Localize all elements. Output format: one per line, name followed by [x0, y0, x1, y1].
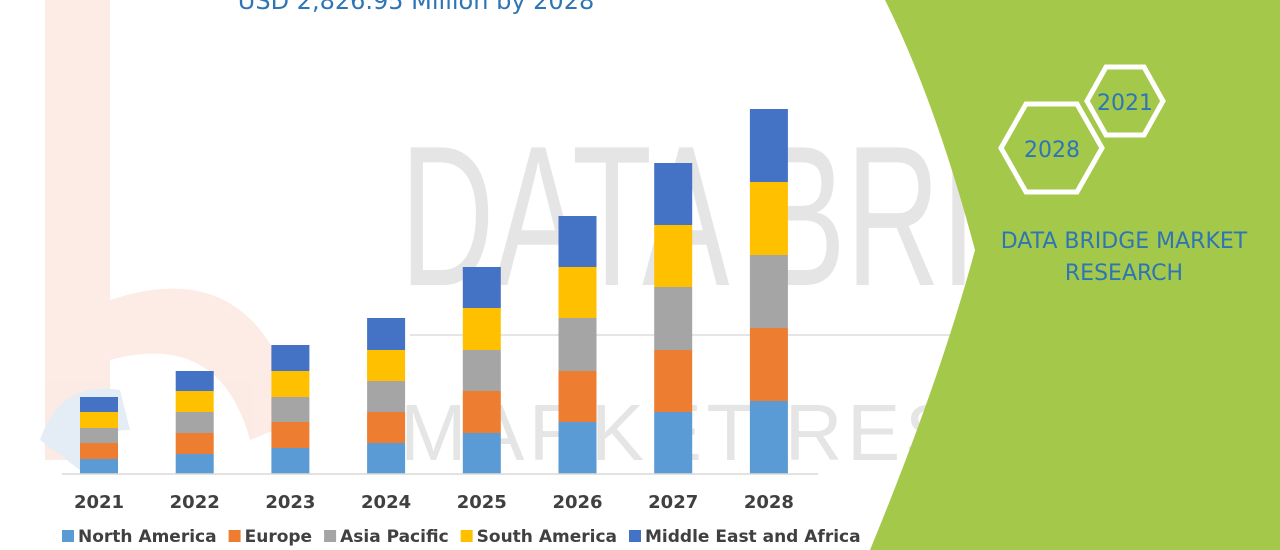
legend-swatch-1 — [228, 530, 241, 542]
legend-swatch-4 — [629, 530, 641, 542]
bar-segment-2022-2 — [175, 412, 214, 433]
company-name-line1: DATA BRIDGE MARKET — [1001, 229, 1248, 254]
bar-segment-2022-0 — [175, 454, 214, 474]
bar-segment-2025-0 — [462, 433, 501, 474]
legend: North America Europe Asia Pacific South Ame… — [62, 527, 861, 547]
stacked-bar-chart — [80, 109, 788, 474]
chart-subtitle: USD 2,826.95 Million by 2028 — [238, 0, 594, 15]
x-tick-label: 2026 — [552, 492, 602, 513]
legend-label-0: North America — [78, 527, 217, 547]
x-tick-label: 2025 — [457, 492, 507, 513]
legend-label-4: Middle East and Africa — [645, 527, 861, 547]
bar-segment-2027-2 — [654, 287, 693, 350]
bar-segment-2026-4 — [558, 216, 597, 267]
bar-segment-2024-4 — [367, 318, 406, 350]
bar-segment-2025-1 — [462, 391, 501, 433]
hexagon-2021-icon: 2021 — [1084, 64, 1166, 138]
bar-segment-2024-2 — [367, 381, 406, 412]
bar-segment-2026-3 — [558, 267, 597, 318]
bar-segment-2023-0 — [271, 448, 310, 474]
bar-segment-2028-4 — [749, 109, 788, 182]
legend-swatch-0 — [62, 530, 74, 542]
bar-segment-2028-3 — [749, 182, 788, 255]
company-name-line2: RESEARCH — [1065, 261, 1183, 286]
bar-segment-2023-2 — [271, 397, 310, 422]
hexagon-2028-icon: 2028 — [998, 101, 1105, 195]
bar-segment-2025-3 — [462, 308, 501, 350]
x-tick-label: 2022 — [170, 492, 220, 513]
bar-segment-2025-4 — [462, 267, 501, 308]
bar-segment-2027-4 — [654, 163, 693, 225]
bar-segment-2021-4 — [80, 397, 118, 412]
legend-label-2: Asia Pacific — [340, 527, 449, 547]
watermark-logo-icon — [40, 0, 300, 470]
x-axis-ticks: 2021 2022 2023 2024 2025 2026 2027 2028 — [74, 492, 794, 513]
hex-top-label: 2021 — [1097, 91, 1153, 116]
bar-segment-2021-3 — [80, 412, 118, 428]
x-tick-label: 2027 — [648, 492, 698, 513]
bar-segment-2028-2 — [749, 255, 788, 328]
bar-segment-2022-3 — [175, 391, 214, 412]
bar-segment-2027-1 — [654, 350, 693, 412]
bar-segment-2028-0 — [749, 401, 788, 474]
bar-segment-2021-0 — [80, 459, 118, 474]
x-tick-label: 2024 — [361, 492, 411, 513]
bar-segment-2023-1 — [271, 422, 310, 448]
bar-segment-2026-2 — [558, 318, 597, 371]
legend-swatch-3 — [460, 530, 473, 542]
bar-segment-2024-3 — [367, 350, 406, 381]
bar-segment-2022-1 — [175, 433, 214, 454]
bar-segment-2021-2 — [80, 428, 118, 443]
bar-segment-2026-1 — [558, 371, 597, 422]
x-tick-label: 2028 — [744, 492, 794, 513]
bar-segment-2027-3 — [654, 225, 693, 287]
bar-segment-2024-1 — [367, 412, 406, 443]
x-tick-label: 2021 — [74, 492, 124, 513]
legend-label-3: South America — [477, 527, 617, 547]
brand-panel — [870, 0, 1280, 550]
bar-segment-2023-3 — [271, 371, 310, 397]
bar-segment-2023-4 — [271, 345, 310, 371]
hex-bottom-label: 2028 — [1024, 138, 1080, 163]
bar-segment-2022-4 — [175, 371, 214, 391]
x-tick-label: 2023 — [265, 492, 315, 513]
bar-segment-2021-1 — [80, 443, 118, 459]
legend-label-1: Europe — [245, 527, 312, 547]
bar-segment-2028-1 — [749, 328, 788, 401]
bar-segment-2025-2 — [462, 350, 501, 391]
bar-segment-2027-0 — [654, 412, 693, 474]
bar-segment-2026-0 — [558, 422, 597, 474]
legend-swatch-2 — [324, 530, 337, 542]
bar-segment-2024-0 — [367, 443, 406, 474]
